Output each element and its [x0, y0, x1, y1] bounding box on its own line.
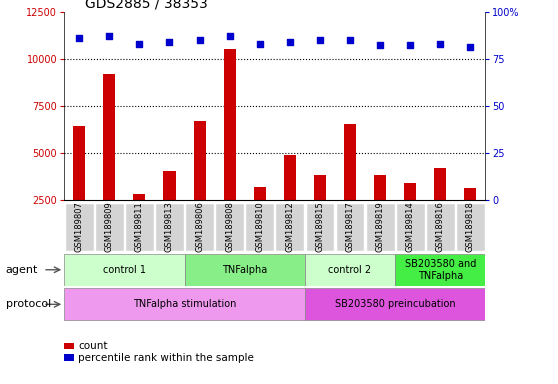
Bar [246, 203, 274, 250]
Bar [65, 203, 94, 250]
Text: GSM189816: GSM189816 [436, 201, 445, 252]
Point [225, 33, 234, 39]
Bar [125, 203, 154, 250]
Bar [396, 203, 425, 250]
Bar [254, 187, 266, 247]
Point [345, 37, 354, 43]
Text: control 2: control 2 [329, 265, 372, 275]
Text: GDS2885 / 38353: GDS2885 / 38353 [85, 0, 208, 10]
Bar [133, 194, 146, 247]
Text: GSM189815: GSM189815 [315, 201, 324, 252]
Point [256, 40, 264, 46]
Text: GSM189814: GSM189814 [406, 201, 415, 252]
Bar [314, 175, 326, 247]
Text: control 1: control 1 [103, 265, 146, 275]
Bar [284, 154, 296, 247]
Bar [426, 203, 455, 250]
Text: SB203580 and
TNFalpha: SB203580 and TNFalpha [405, 259, 476, 281]
Bar [95, 203, 124, 250]
Bar [73, 126, 85, 247]
Bar [185, 254, 305, 286]
Text: GSM189811: GSM189811 [135, 201, 144, 252]
Text: GSM189819: GSM189819 [376, 201, 384, 252]
Point [376, 42, 384, 48]
Bar [335, 203, 364, 250]
Point [315, 37, 324, 43]
Bar [155, 203, 184, 250]
Text: GSM189809: GSM189809 [105, 201, 114, 252]
Bar [194, 121, 205, 247]
Bar [64, 254, 185, 286]
Text: count: count [78, 341, 108, 351]
Text: SB203580 preincubation: SB203580 preincubation [335, 299, 455, 310]
Bar [224, 49, 235, 247]
Bar [163, 172, 176, 247]
Text: protocol: protocol [6, 299, 51, 310]
Text: GSM189810: GSM189810 [255, 201, 264, 252]
Bar [276, 203, 304, 250]
Bar [365, 203, 395, 250]
Point [466, 44, 475, 50]
Point [195, 37, 204, 43]
Point [406, 42, 415, 48]
Text: GSM189807: GSM189807 [75, 201, 84, 252]
Point [165, 38, 174, 45]
Bar [306, 203, 334, 250]
Bar [404, 183, 416, 247]
Bar [305, 288, 485, 320]
Text: GSM189817: GSM189817 [345, 201, 354, 252]
Point [135, 40, 144, 46]
Text: GSM189818: GSM189818 [466, 201, 475, 252]
Bar [305, 254, 395, 286]
Bar [395, 254, 485, 286]
Bar [185, 203, 214, 250]
Bar [64, 288, 305, 320]
Bar [464, 189, 477, 247]
Point [436, 40, 445, 46]
Text: TNFalpha: TNFalpha [222, 265, 267, 275]
Bar [456, 203, 485, 250]
Bar [103, 74, 116, 247]
Bar [344, 124, 356, 247]
Bar [215, 203, 244, 250]
Text: GSM189812: GSM189812 [285, 201, 295, 252]
Bar [374, 175, 386, 247]
Text: GSM189806: GSM189806 [195, 201, 204, 252]
Point [285, 38, 294, 45]
Point [105, 33, 114, 39]
Text: percentile rank within the sample: percentile rank within the sample [78, 353, 254, 362]
Text: GSM189813: GSM189813 [165, 201, 174, 252]
Text: agent: agent [6, 265, 38, 275]
Point [75, 35, 84, 41]
Text: GSM189808: GSM189808 [225, 201, 234, 252]
Bar [434, 168, 446, 247]
Text: TNFalpha stimulation: TNFalpha stimulation [133, 299, 236, 310]
